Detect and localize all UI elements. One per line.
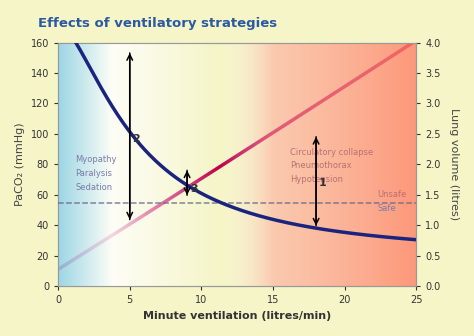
Text: Myopathy: Myopathy [75, 155, 117, 164]
Text: 1: 1 [319, 178, 327, 188]
Y-axis label: PaCO₂ (mmHg): PaCO₂ (mmHg) [15, 123, 25, 206]
Text: 2: 2 [133, 133, 140, 143]
Text: Unsafe: Unsafe [378, 191, 407, 200]
Text: Effects of ventilatory strategies: Effects of ventilatory strategies [38, 17, 277, 30]
Text: Pneumothorax: Pneumothorax [290, 162, 352, 170]
Text: Hypotension: Hypotension [290, 175, 343, 184]
Text: Circulatory collapse: Circulatory collapse [290, 148, 374, 157]
Text: Sedation: Sedation [75, 183, 112, 192]
Y-axis label: Lung volume (litres): Lung volume (litres) [449, 109, 459, 220]
X-axis label: Minute ventilation (litres/min): Minute ventilation (litres/min) [143, 311, 331, 321]
Text: Paralysis: Paralysis [75, 169, 112, 178]
Text: Safe: Safe [378, 204, 396, 213]
Text: 3: 3 [190, 184, 198, 194]
